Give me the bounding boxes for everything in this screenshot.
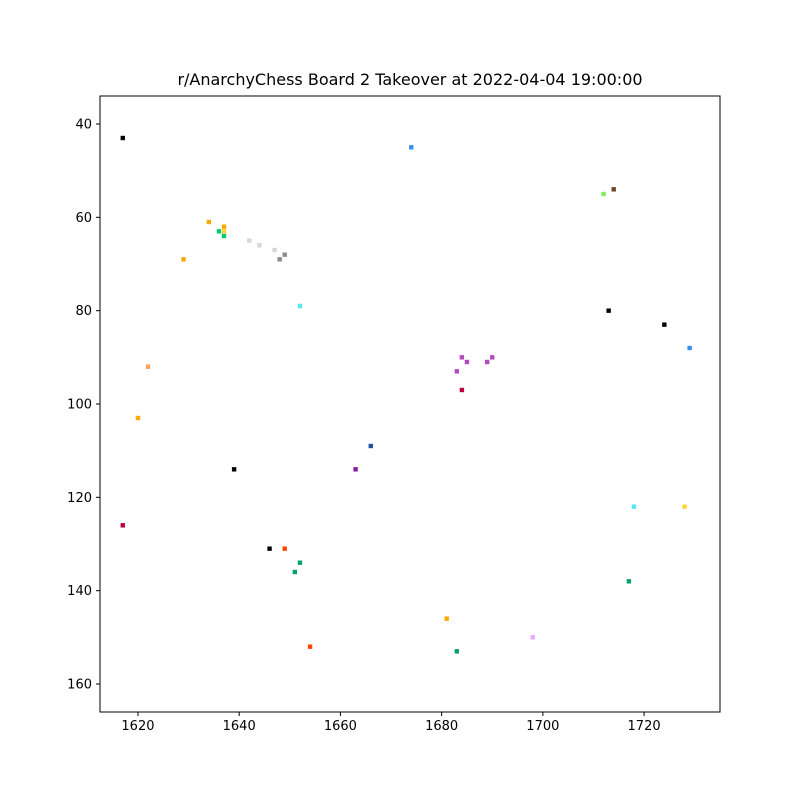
y-tick-label: 120 (67, 491, 92, 506)
y-tick-label: 160 (67, 678, 92, 693)
data-point (231, 467, 237, 472)
data-point (282, 546, 287, 551)
data-point (272, 247, 277, 253)
data-point (626, 579, 632, 584)
y-tick-label: 60 (75, 211, 92, 226)
x-tick-label: 1680 (425, 719, 458, 734)
x-tick-label: 1720 (628, 719, 661, 734)
data-point (682, 504, 687, 509)
data-point (368, 443, 373, 449)
data-point (282, 252, 287, 257)
data-point (135, 415, 141, 421)
data-point (221, 224, 227, 229)
data-point (454, 369, 460, 374)
data-point (297, 303, 303, 309)
x-tick-label: 1640 (223, 719, 256, 734)
data-point (484, 359, 490, 365)
y-tick-label: 100 (67, 398, 92, 413)
data-point (292, 569, 298, 575)
data-point (267, 546, 272, 551)
chart-title: r/AnarchyChess Board 2 Takeover at 2022-… (177, 70, 643, 89)
data-point (454, 649, 460, 654)
data-point (601, 191, 606, 197)
data-point (631, 504, 637, 509)
axes-layer: 1620 1640 1660 1680 1700 1720 40 60 80 100 120 140 1… (67, 95, 721, 734)
data-point (687, 345, 692, 351)
data-point (353, 467, 358, 472)
data-point (606, 308, 611, 313)
x-tick-label: 1700 (526, 719, 559, 734)
data-point (611, 187, 616, 192)
y-tick-label: 140 (67, 584, 92, 599)
x-tick-label: 1620 (121, 719, 154, 734)
data-point (464, 359, 470, 365)
data-point (490, 355, 495, 360)
data-point (277, 257, 282, 262)
data-point (221, 233, 227, 239)
data-point (530, 635, 535, 640)
data-point (459, 355, 465, 360)
y-tick-label: 80 (75, 304, 92, 319)
data-point (145, 364, 151, 369)
x-tick-label: 1660 (324, 719, 357, 734)
data-point (307, 644, 313, 649)
data-point (662, 322, 667, 327)
data-point (120, 135, 125, 141)
y-tick-label: 40 (75, 118, 92, 133)
data-point (221, 229, 227, 234)
data-point (257, 243, 262, 248)
data-point (206, 219, 212, 225)
data-point (297, 560, 303, 565)
data-point (409, 145, 414, 150)
data-point (120, 523, 125, 528)
data-point (444, 616, 449, 621)
data-point (247, 238, 252, 243)
data-point (181, 257, 186, 262)
points-layer (120, 135, 692, 654)
plot-frame (99, 95, 721, 713)
data-point (216, 229, 222, 234)
data-point (459, 387, 465, 393)
